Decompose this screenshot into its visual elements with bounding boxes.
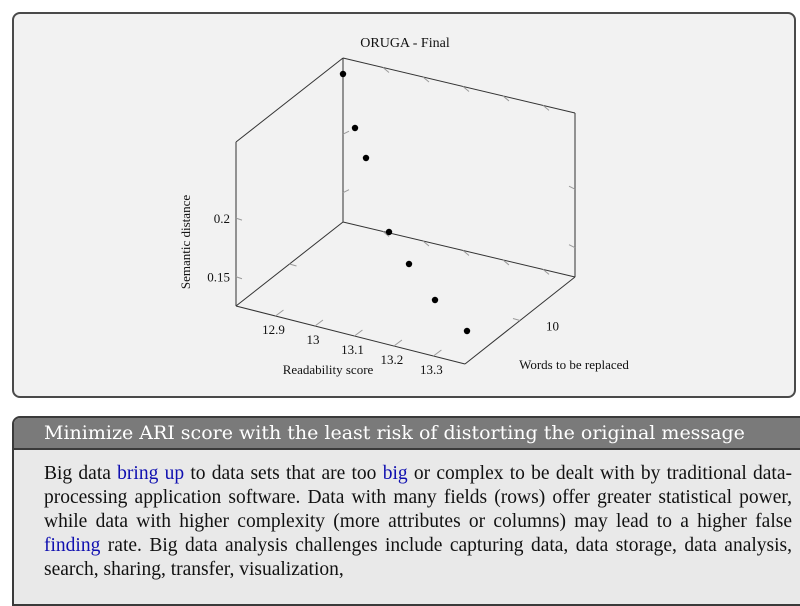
back-top-edge [342, 57, 576, 114]
x-axis-line [235, 305, 466, 365]
x-tick-mark [314, 319, 324, 327]
x-tick-mark [502, 259, 510, 266]
z-tick-mark [568, 244, 576, 249]
z-tick-mark [568, 185, 576, 190]
x-tick-label: 13.1 [341, 342, 364, 357]
z-tick-label: 0.2 [214, 211, 230, 226]
chart-points [339, 70, 471, 335]
x-tick-label: 13.3 [420, 362, 443, 377]
paragraph-text: or complex to be dealt with by tradition… [44, 463, 792, 532]
z-tick-mark [342, 189, 350, 194]
chart-ticks: 12.9 13 13.1 13.2 13.3 10 0.15 0.2 [207, 67, 576, 377]
data-point [362, 154, 370, 162]
y-axis-label: Words to be replaced [519, 357, 629, 372]
chart-title: ORUGA - Final [360, 36, 450, 51]
paragraph-text: Big data [44, 463, 118, 484]
z-axis-label: Semantic distance [178, 195, 193, 289]
chart-canvas: 12.9 13 13.1 13.2 13.3 10 0.15 0.2 ORUGA - Fina… [178, 36, 629, 377]
z-tick-mark [235, 276, 243, 280]
x-tick-mark [382, 231, 390, 237]
data-point [405, 260, 413, 268]
highlighted-word: bring up [117, 463, 185, 484]
x-tick-mark [462, 250, 470, 256]
x-tick-mark [433, 349, 442, 357]
x-tick-mark [542, 105, 550, 111]
data-point [351, 124, 359, 132]
chart-axes [235, 57, 576, 365]
y-tick-label: 10 [546, 319, 559, 334]
panel-heading: Minimize ARI score with the least risk o… [14, 418, 800, 450]
x-tick-mark [275, 309, 284, 317]
data-point [463, 327, 471, 335]
x-tick-mark [382, 67, 390, 73]
z-tick-mark [235, 217, 243, 221]
x-tick-label: 13.2 [381, 352, 404, 367]
x-tick-mark [462, 86, 470, 92]
y-tick-mark [512, 318, 521, 321]
highlighted-word: finding [44, 535, 101, 556]
x-tick-mark [422, 240, 430, 247]
highlighted-word: big [382, 463, 408, 484]
x-tick-label: 12.9 [262, 322, 285, 337]
back-top-edge [235, 57, 344, 143]
x-tick-label: 13 [306, 332, 319, 347]
z-tick-label: 0.15 [207, 270, 230, 285]
x-tick-mark [354, 329, 363, 337]
panel-paragraph: Big data bring up to data sets that are … [14, 450, 800, 582]
paragraph-text: to data sets that are too [184, 463, 383, 484]
x-tick-mark [502, 95, 510, 102]
x-tick-mark [542, 269, 550, 275]
x-axis-label: Readability score [283, 362, 374, 377]
data-point [339, 70, 347, 78]
y-tick-mark [289, 263, 297, 267]
z-tick-mark [342, 130, 350, 135]
description-panel: Minimize ARI score with the least risk o… [12, 416, 800, 606]
data-point [431, 296, 439, 304]
chart-panel: 12.9 13 13.1 13.2 13.3 10 0.15 0.2 ORUGA - Fina… [12, 12, 796, 398]
paragraph-text: rate. Big data analysis challenges inclu… [44, 535, 792, 580]
x-tick-mark [422, 76, 430, 83]
back-bottom-edge [342, 221, 576, 278]
data-point [385, 228, 393, 236]
x-tick-mark [393, 339, 403, 347]
